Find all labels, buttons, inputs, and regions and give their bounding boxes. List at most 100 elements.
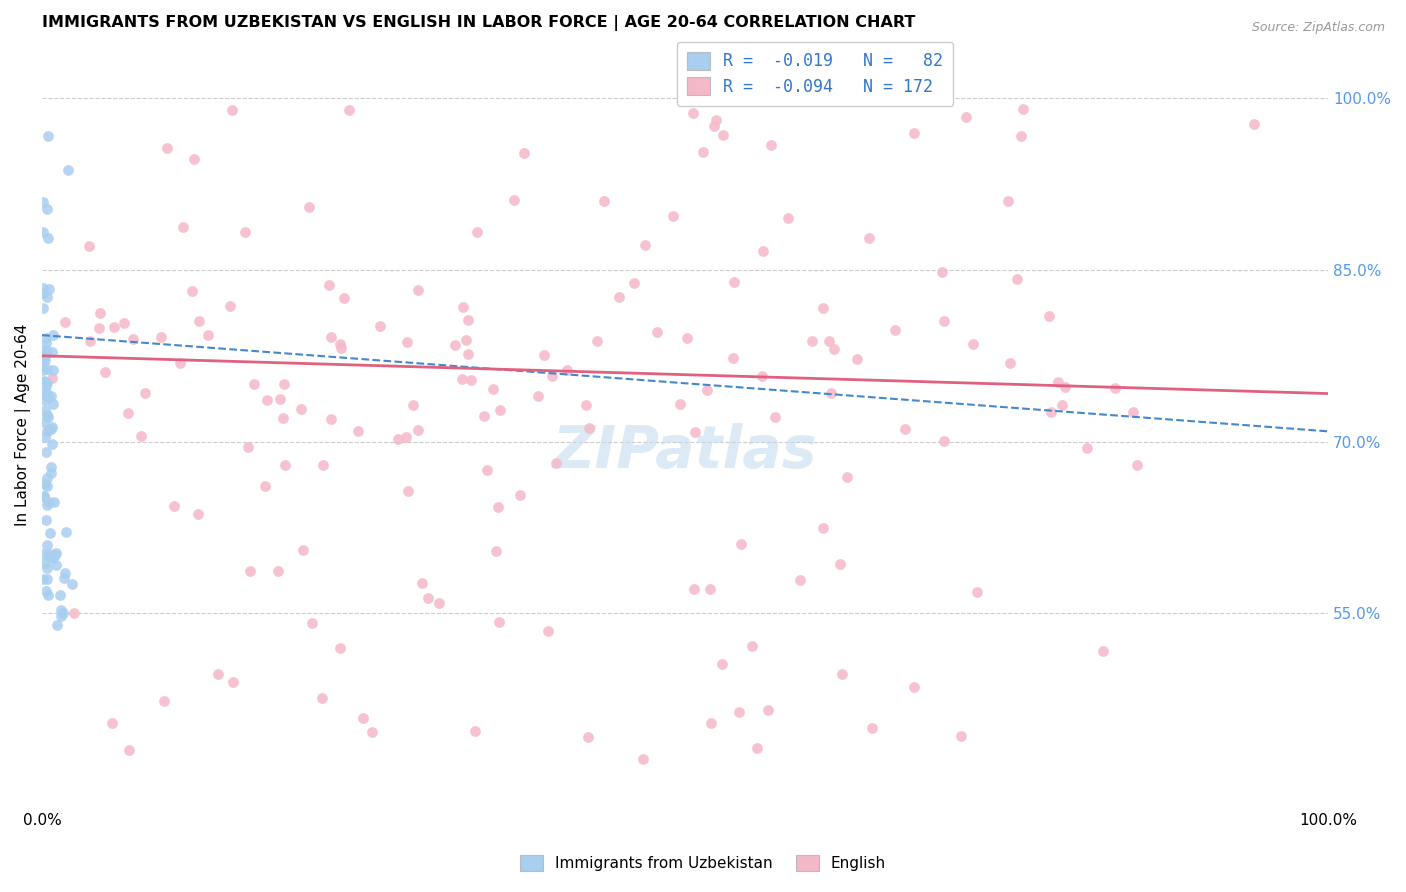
- Point: [1005, 272, 1028, 286]
- Point: [682, 106, 704, 120]
- Point: [997, 194, 1019, 208]
- Point: [488, 615, 510, 629]
- Point: [575, 398, 598, 412]
- Point: [776, 211, 799, 226]
- Point: [319, 330, 342, 344]
- Point: [692, 145, 714, 159]
- Point: [1038, 309, 1060, 323]
- Point: [1076, 441, 1098, 455]
- Point: [41, 328, 63, 343]
- Point: [526, 389, 548, 403]
- Point: [1040, 405, 1063, 419]
- Point: [35, 343, 58, 358]
- Point: [32, 547, 55, 561]
- Point: [1050, 398, 1073, 412]
- Point: [39, 460, 62, 475]
- Point: [41, 436, 63, 450]
- Point: [31, 194, 53, 209]
- Point: [699, 582, 721, 596]
- Point: [903, 680, 925, 694]
- Y-axis label: In Labor Force | Age 20-64: In Labor Force | Age 20-64: [15, 323, 31, 525]
- Point: [37, 498, 59, 512]
- Point: [675, 331, 697, 345]
- Point: [34, 403, 56, 417]
- Point: [117, 406, 139, 420]
- Point: [32, 415, 55, 429]
- Point: [321, 411, 343, 425]
- Point: [31, 375, 53, 389]
- Point: [488, 402, 510, 417]
- Point: [31, 301, 53, 315]
- Point: [271, 411, 294, 425]
- Point: [134, 386, 156, 401]
- Point: [45, 618, 67, 632]
- Point: [634, 238, 657, 252]
- Point: [1126, 458, 1149, 473]
- Point: [801, 334, 824, 349]
- Point: [934, 314, 956, 328]
- Point: [298, 200, 321, 214]
- Point: [683, 425, 706, 439]
- Point: [450, 372, 472, 386]
- Point: [817, 334, 839, 348]
- Point: [34, 556, 56, 570]
- Point: [950, 729, 973, 743]
- Point: [53, 571, 76, 585]
- Point: [444, 338, 467, 352]
- Point: [292, 543, 315, 558]
- Point: [451, 300, 474, 314]
- Point: [457, 312, 479, 326]
- Point: [585, 334, 607, 349]
- Point: [183, 152, 205, 166]
- Point: [41, 551, 63, 566]
- Point: [53, 315, 76, 329]
- Point: [42, 397, 65, 411]
- Point: [60, 576, 83, 591]
- Point: [703, 119, 725, 133]
- Point: [311, 691, 333, 706]
- Point: [31, 572, 53, 586]
- Point: [37, 390, 59, 404]
- Point: [32, 374, 55, 388]
- Point: [752, 244, 775, 258]
- Point: [860, 722, 883, 736]
- Point: [763, 410, 786, 425]
- Point: [396, 335, 419, 350]
- Point: [931, 265, 953, 279]
- Point: [593, 194, 616, 208]
- Point: [332, 291, 354, 305]
- Point: [44, 549, 66, 563]
- Point: [238, 440, 260, 454]
- Point: [150, 329, 173, 343]
- Point: [728, 706, 751, 720]
- Point: [337, 103, 360, 117]
- Point: [486, 500, 509, 514]
- Point: [37, 202, 59, 217]
- Point: [243, 376, 266, 391]
- Point: [37, 128, 59, 143]
- Point: [188, 314, 211, 328]
- Point: [318, 277, 340, 292]
- Point: [481, 382, 503, 396]
- Point: [751, 369, 773, 384]
- Point: [541, 368, 564, 383]
- Point: [1122, 404, 1144, 418]
- Text: ZIPatlas: ZIPatlas: [553, 423, 817, 480]
- Point: [290, 402, 312, 417]
- Point: [820, 385, 842, 400]
- Point: [31, 281, 53, 295]
- Point: [153, 694, 176, 708]
- Point: [35, 377, 58, 392]
- Point: [669, 397, 692, 411]
- Point: [454, 333, 477, 347]
- Point: [730, 537, 752, 551]
- Point: [122, 332, 145, 346]
- Point: [163, 499, 186, 513]
- Point: [34, 352, 56, 367]
- Point: [38, 495, 60, 509]
- Point: [39, 466, 62, 480]
- Point: [38, 526, 60, 541]
- Point: [402, 398, 425, 412]
- Point: [329, 336, 352, 351]
- Point: [789, 573, 811, 587]
